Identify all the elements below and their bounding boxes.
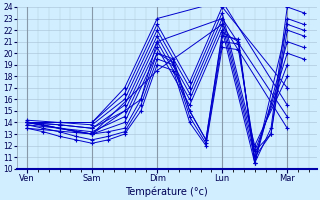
X-axis label: Température (°c): Température (°c) (125, 186, 208, 197)
